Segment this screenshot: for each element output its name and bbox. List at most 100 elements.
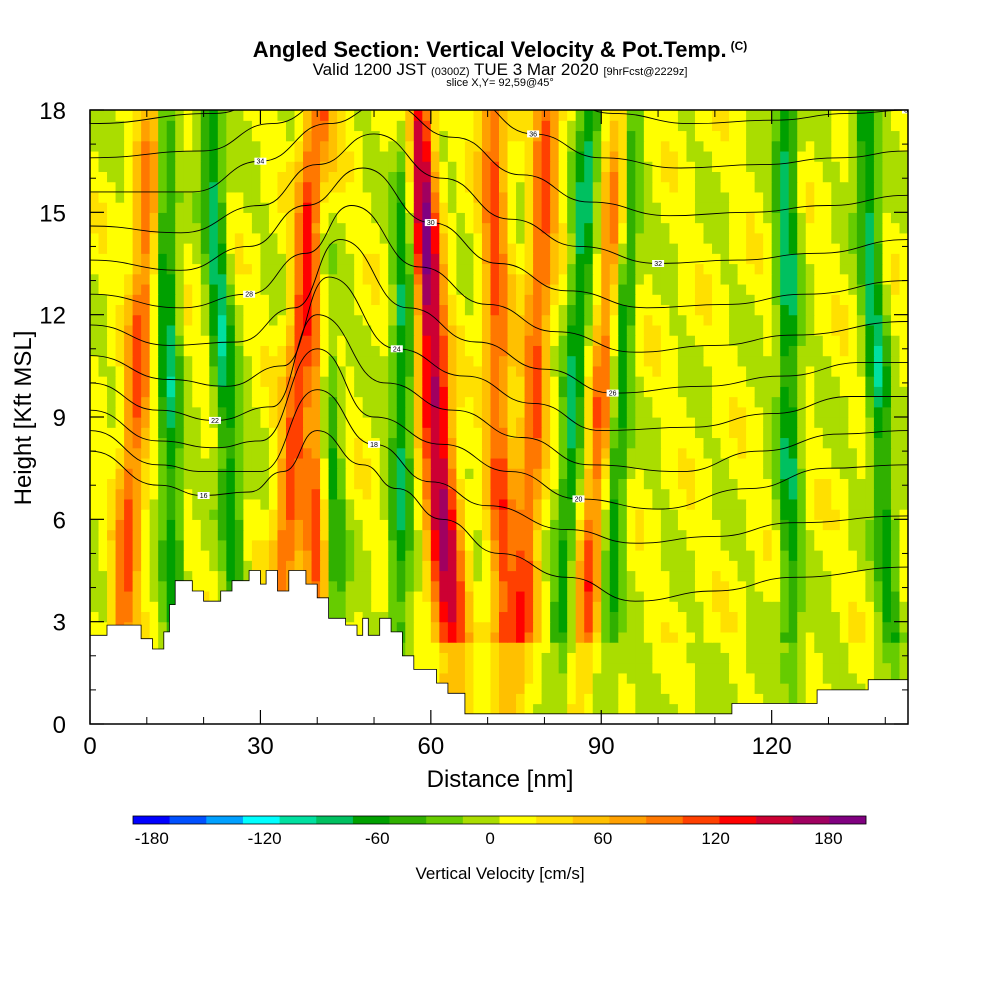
velocity-cell	[865, 263, 875, 275]
velocity-cell	[320, 222, 330, 234]
velocity-cell	[592, 191, 602, 203]
velocity-cell	[524, 406, 534, 418]
velocity-cell	[115, 427, 125, 439]
velocity-cell	[209, 590, 219, 602]
velocity-cell	[550, 314, 560, 326]
velocity-cell	[754, 355, 764, 367]
velocity-cell	[626, 590, 636, 602]
velocity-cell	[328, 427, 338, 439]
velocity-cell	[371, 621, 381, 633]
velocity-cell	[797, 519, 807, 531]
velocity-cell	[669, 283, 679, 295]
velocity-cell	[618, 601, 628, 613]
velocity-cell	[746, 642, 756, 653]
velocity-cell	[601, 693, 611, 705]
velocity-cell	[473, 273, 483, 285]
velocity-cell	[124, 417, 134, 428]
velocity-cell	[831, 488, 841, 500]
velocity-cell	[856, 560, 866, 572]
velocity-cell	[805, 202, 815, 213]
velocity-cell	[243, 376, 253, 387]
velocity-cell	[729, 365, 739, 377]
velocity-cell	[192, 263, 202, 275]
velocity-cell	[234, 202, 244, 213]
velocity-cell	[183, 447, 193, 459]
velocity-cell	[268, 191, 279, 203]
velocity-cell	[797, 570, 807, 582]
velocity-cell	[848, 447, 858, 459]
velocity-cell	[541, 672, 551, 684]
velocity-cell	[439, 498, 449, 510]
velocity-cell	[166, 560, 176, 572]
velocity-cell	[635, 652, 645, 664]
velocity-cell	[669, 447, 679, 459]
velocity-cell	[209, 478, 219, 490]
velocity-cell	[873, 580, 884, 592]
velocity-cell	[652, 560, 662, 572]
velocity-cell	[890, 304, 901, 316]
velocity-cell	[285, 222, 296, 234]
velocity-cell	[797, 590, 807, 602]
velocity-cell	[132, 304, 142, 316]
velocity-cell	[226, 283, 236, 295]
velocity-cell	[456, 191, 466, 203]
velocity-cell	[98, 519, 108, 531]
velocity-cell	[516, 427, 526, 439]
velocity-cell	[626, 529, 636, 541]
velocity-cell	[686, 355, 696, 367]
velocity-cell	[260, 283, 270, 295]
velocity-cell	[192, 570, 202, 582]
velocity-cell	[814, 273, 824, 285]
velocity-cell	[354, 355, 364, 367]
velocity-cell	[481, 703, 492, 715]
velocity-cell	[533, 693, 543, 705]
velocity-cell	[345, 550, 355, 561]
velocity-cell	[524, 693, 534, 705]
velocity-cell	[763, 232, 773, 244]
velocity-cell	[447, 652, 457, 664]
velocity-cell	[234, 304, 244, 316]
velocity-cell	[652, 304, 662, 316]
velocity-cell	[524, 683, 534, 694]
velocity-cell	[490, 355, 500, 367]
velocity-cell	[251, 437, 262, 449]
velocity-cell	[311, 335, 321, 346]
velocity-cell	[422, 283, 432, 295]
velocity-cell	[567, 427, 577, 439]
velocity-cell	[345, 427, 355, 439]
velocity-cell	[141, 539, 151, 551]
velocity-cell	[192, 202, 202, 213]
velocity-cell	[797, 335, 807, 346]
velocity-cell	[609, 355, 619, 367]
velocity-cell	[848, 324, 858, 336]
velocity-cell	[388, 212, 398, 224]
velocity-cell	[405, 191, 415, 203]
velocity-cell	[754, 396, 764, 408]
velocity-cell	[481, 631, 492, 643]
velocity-cell	[865, 509, 875, 520]
velocity-cell	[507, 324, 517, 336]
velocity-cell	[652, 417, 662, 428]
velocity-cell	[422, 488, 432, 500]
velocity-cell	[524, 478, 534, 490]
velocity-cell	[763, 662, 773, 674]
velocity-cell	[550, 539, 560, 551]
velocity-cell	[149, 417, 159, 428]
velocity-cell	[660, 202, 671, 213]
velocity-cell	[822, 273, 832, 285]
velocity-cell	[328, 509, 338, 520]
velocity-cell	[158, 611, 168, 623]
velocity-cell	[805, 283, 815, 295]
velocity-cell	[396, 314, 406, 326]
velocity-cell	[285, 550, 296, 561]
velocity-cell	[558, 550, 568, 561]
velocity-cell	[754, 539, 764, 551]
velocity-cell	[805, 560, 815, 572]
velocity-cell	[788, 294, 798, 306]
velocity-cell	[422, 662, 432, 674]
velocity-cell	[635, 457, 645, 469]
velocity-cell	[388, 550, 398, 561]
velocity-cell	[132, 314, 142, 326]
velocity-cell	[865, 662, 875, 674]
velocity-cell	[873, 427, 884, 439]
